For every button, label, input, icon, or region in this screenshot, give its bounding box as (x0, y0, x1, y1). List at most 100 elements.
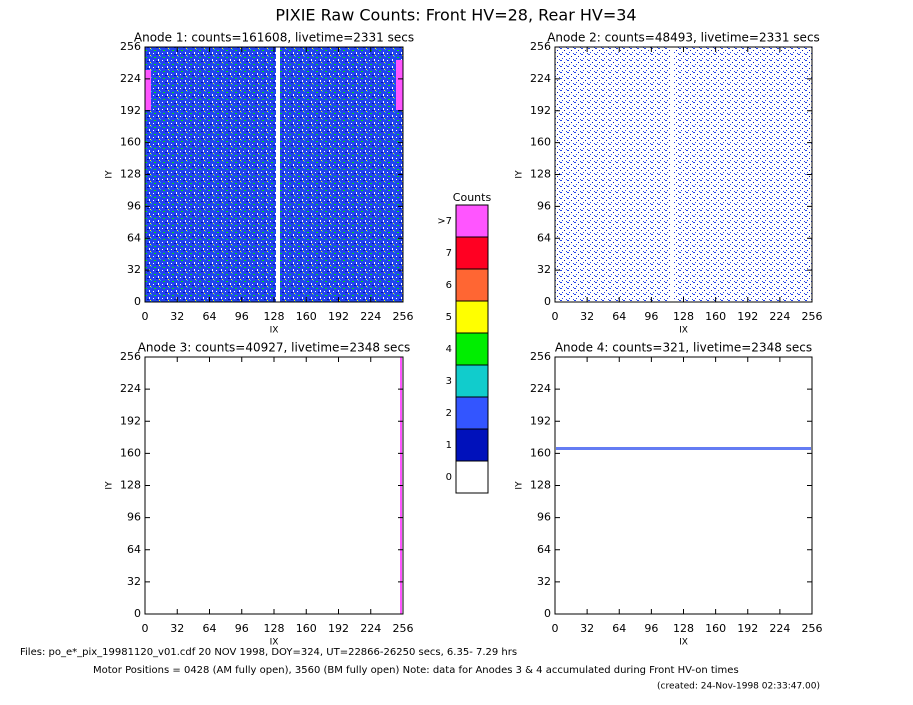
x-tick-label: 160 (296, 622, 317, 635)
x-tick-label: 96 (235, 622, 249, 635)
y-tick-label: 32 (127, 575, 141, 588)
footer: Files: po_e*_pix_19981120_v01.cdf 20 NOV… (20, 647, 517, 658)
plot-frame (144, 356, 404, 615)
y-tick-label: 256 (530, 40, 551, 53)
y-tick-label: 128 (120, 168, 141, 181)
y-tick-label: 192 (120, 104, 141, 117)
colorbar-swatch (455, 364, 489, 398)
colorbar-label: >7 (437, 216, 452, 227)
colorbar-swatch (455, 268, 489, 302)
y-tick-label: 0 (544, 607, 551, 620)
y-tick-label: 256 (120, 350, 141, 363)
x-tick-label: 96 (644, 310, 658, 323)
x-tick-label: 64 (612, 622, 626, 635)
panel-title: Anode 2: counts=48493, livetime=2331 sec… (547, 31, 820, 45)
x-tick-label: 192 (737, 310, 758, 323)
x-tick-label: 0 (552, 622, 559, 635)
colorbar-swatch (455, 332, 489, 366)
y-tick-label: 192 (120, 414, 141, 427)
x-tick-label: 0 (142, 622, 149, 635)
y-tick-label: 0 (544, 295, 551, 308)
footer: Motor Positions = 0428 (AM fully open), … (93, 665, 739, 676)
image-texture (145, 47, 403, 302)
x-axis-label: IX (679, 326, 688, 336)
x-tick-label: 256 (802, 310, 823, 323)
panel-title: Anode 3: counts=40927, livetime=2348 sec… (138, 341, 411, 355)
x-tick-label: 192 (328, 310, 349, 323)
x-tick-label: 32 (170, 310, 184, 323)
colorbar-label: 5 (446, 312, 452, 323)
y-tick-label: 32 (537, 263, 551, 276)
y-tick-label: 64 (127, 231, 141, 244)
y-tick-label: 192 (530, 414, 551, 427)
y-tick-label: 0 (134, 295, 141, 308)
x-tick-label: 96 (235, 310, 249, 323)
colorbar-label: 0 (446, 472, 452, 483)
x-tick-label: 256 (393, 310, 414, 323)
x-axis-label: IX (679, 638, 688, 648)
image-texture (556, 447, 811, 450)
colorbar-swatch (455, 300, 489, 334)
x-tick-label: 32 (580, 310, 594, 323)
y-tick-label: 224 (530, 72, 551, 85)
colorbar-swatch (455, 428, 489, 462)
y-tick-label: 0 (134, 607, 141, 620)
y-tick-label: 192 (530, 104, 551, 117)
colorbar-swatch (455, 460, 489, 494)
y-tick-label: 64 (537, 543, 551, 556)
y-axis-label: IY (515, 481, 525, 490)
x-tick-label: 224 (769, 310, 790, 323)
x-tick-label: 32 (170, 622, 184, 635)
y-tick-label: 32 (127, 263, 141, 276)
x-tick-label: 128 (673, 622, 694, 635)
x-tick-label: 128 (264, 310, 285, 323)
image-texture (396, 60, 403, 110)
image-texture (555, 47, 812, 302)
x-tick-label: 96 (644, 622, 658, 635)
panel-title: Anode 4: counts=321, livetime=2348 secs (555, 341, 812, 355)
colorbar-swatch (455, 396, 489, 430)
colorbar-swatch (455, 204, 489, 238)
y-tick-label: 160 (530, 446, 551, 459)
y-tick-label: 64 (127, 543, 141, 556)
image-texture (670, 47, 674, 302)
x-tick-label: 192 (737, 622, 758, 635)
colorbar-label: 4 (446, 344, 452, 355)
colorbar-swatch (455, 236, 489, 270)
x-tick-label: 64 (203, 310, 217, 323)
panel-title: Anode 1: counts=161608, livetime=2331 se… (134, 31, 414, 45)
y-tick-label: 160 (120, 446, 141, 459)
y-tick-label: 128 (120, 479, 141, 492)
x-tick-label: 64 (203, 622, 217, 635)
x-tick-label: 256 (393, 622, 414, 635)
y-tick-label: 256 (530, 350, 551, 363)
y-axis-label: IY (105, 170, 115, 179)
y-tick-label: 32 (537, 575, 551, 588)
colorbar-title: Counts (453, 191, 492, 204)
y-tick-label: 96 (127, 511, 141, 524)
colorbar-label: 1 (446, 440, 452, 451)
x-tick-label: 160 (296, 310, 317, 323)
footer: (created: 24-Nov-1998 02:33:47.00) (657, 682, 820, 692)
y-tick-label: 160 (120, 136, 141, 149)
y-tick-label: 128 (530, 479, 551, 492)
colorbar-label: 2 (446, 408, 452, 419)
x-tick-label: 160 (705, 622, 726, 635)
plot-frame (554, 356, 813, 615)
x-tick-label: 128 (673, 310, 694, 323)
x-axis-label: IX (270, 638, 279, 648)
x-tick-label: 224 (360, 310, 381, 323)
y-tick-label: 224 (120, 382, 141, 395)
x-tick-label: 128 (264, 622, 285, 635)
colorbar-label: 7 (446, 248, 452, 259)
x-tick-label: 224 (769, 622, 790, 635)
y-tick-label: 64 (537, 231, 551, 244)
colorbar-label: 3 (446, 376, 452, 387)
x-tick-label: 64 (612, 310, 626, 323)
y-tick-label: 96 (537, 199, 551, 212)
colorbar-label: 6 (446, 280, 452, 291)
y-axis-label: IY (515, 170, 525, 179)
y-tick-label: 224 (530, 382, 551, 395)
image-texture (145, 70, 151, 110)
